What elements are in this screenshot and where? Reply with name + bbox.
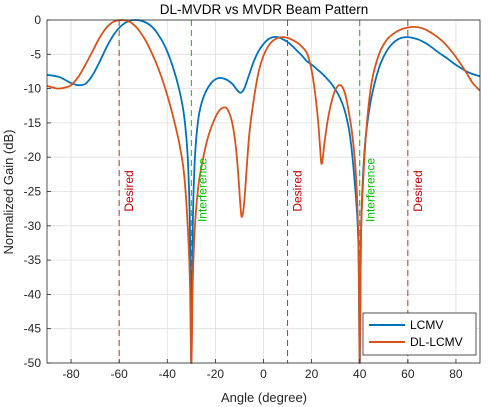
y-tick-label: -5: [30, 47, 41, 61]
series-line-1: [46, 19, 481, 364]
series-lines: [46, 19, 481, 364]
watermark: 知乎 @云烟: [397, 377, 466, 393]
y-tick-label: -50: [24, 356, 42, 370]
legend: LCMV DL-LCMV: [362, 312, 477, 356]
legend-label: DL-LCMV: [410, 335, 463, 349]
x-tick-label: 60: [401, 367, 415, 381]
y-tick-label: -25: [24, 185, 42, 199]
y-tick-label: -10: [24, 82, 42, 96]
y-tick-label: -20: [24, 150, 42, 164]
y-tick-label: -45: [24, 322, 42, 336]
y-tick-label: -30: [24, 219, 42, 233]
x-tick-labels: -80 -60 -40 -20 0 20 40 60 80: [62, 359, 463, 381]
y-tick-label: -40: [24, 287, 42, 301]
x-tick-label: 0: [260, 367, 267, 381]
x-tick-label: -40: [159, 367, 177, 381]
y-tick-labels: 0 -5 -10 -15 -20 -25 -30 -35 -40 -45 -50: [24, 13, 51, 370]
annotation-label: Interference: [364, 158, 378, 222]
annotation-label: Desired: [291, 170, 305, 211]
y-tick-label: 0: [34, 13, 41, 27]
annotation-label: Desired: [122, 170, 136, 211]
annotation-label: Desired: [411, 170, 425, 211]
legend-label: LCMV: [410, 318, 443, 332]
x-axis-label: Angle (degree): [221, 390, 307, 405]
series-line-2: [46, 19, 481, 364]
chart-title: DL-MVDR vs MVDR Beam Pattern: [160, 2, 369, 17]
x-tick-label: 20: [305, 367, 319, 381]
legend-box: [362, 312, 477, 356]
y-tick-label: -15: [24, 116, 42, 130]
x-tick-label: 80: [449, 367, 463, 381]
annotation-labels: Desired Interference Desired Interference De…: [122, 158, 425, 222]
x-tick-label: -80: [62, 367, 80, 381]
annotation-label: Interference: [195, 158, 209, 222]
x-tick-label: 40: [353, 367, 367, 381]
x-tick-label: -60: [110, 367, 128, 381]
y-axis-label: Normalized Gain (dB): [1, 130, 16, 255]
x-tick-label: -20: [207, 367, 225, 381]
y-tick-label: -35: [24, 253, 42, 267]
